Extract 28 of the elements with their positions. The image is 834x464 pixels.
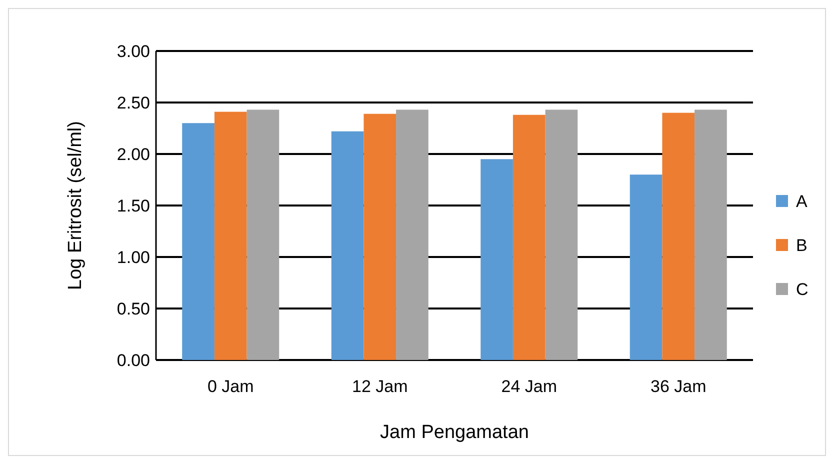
bar [694,110,727,360]
bar [545,110,578,360]
x-tick-label: 12 Jam [352,377,408,396]
bar [662,112,695,360]
y-tick-label: 0.50 [116,299,150,318]
x-tick-label: 36 Jam [650,377,706,396]
bar [331,131,364,360]
bar [246,110,280,360]
y-tick-label: 2.50 [116,93,150,112]
bar [364,114,396,360]
legend-label: C [796,280,808,299]
y-tick-label: 0.00 [116,350,150,370]
bar [182,123,214,360]
y-tick-label: 1.00 [116,248,150,267]
bar [630,174,662,360]
x-tick-label: 24 Jam [501,377,557,396]
x-axis-title: Jam Pengamatan [380,422,529,443]
bar [214,112,247,360]
legend-label: B [796,236,808,255]
x-tick-label: 0 Jam [207,377,254,396]
y-axis-title: Log Eritrosit (sel/ml) [65,121,86,290]
y-tick-label: 1.50 [116,196,150,216]
legend-label: A [796,192,808,211]
y-tick-label: 2.00 [116,144,150,164]
bar [396,110,428,360]
bar [480,159,513,360]
y-tick-label: 3.00 [116,42,150,61]
bar [512,114,546,360]
